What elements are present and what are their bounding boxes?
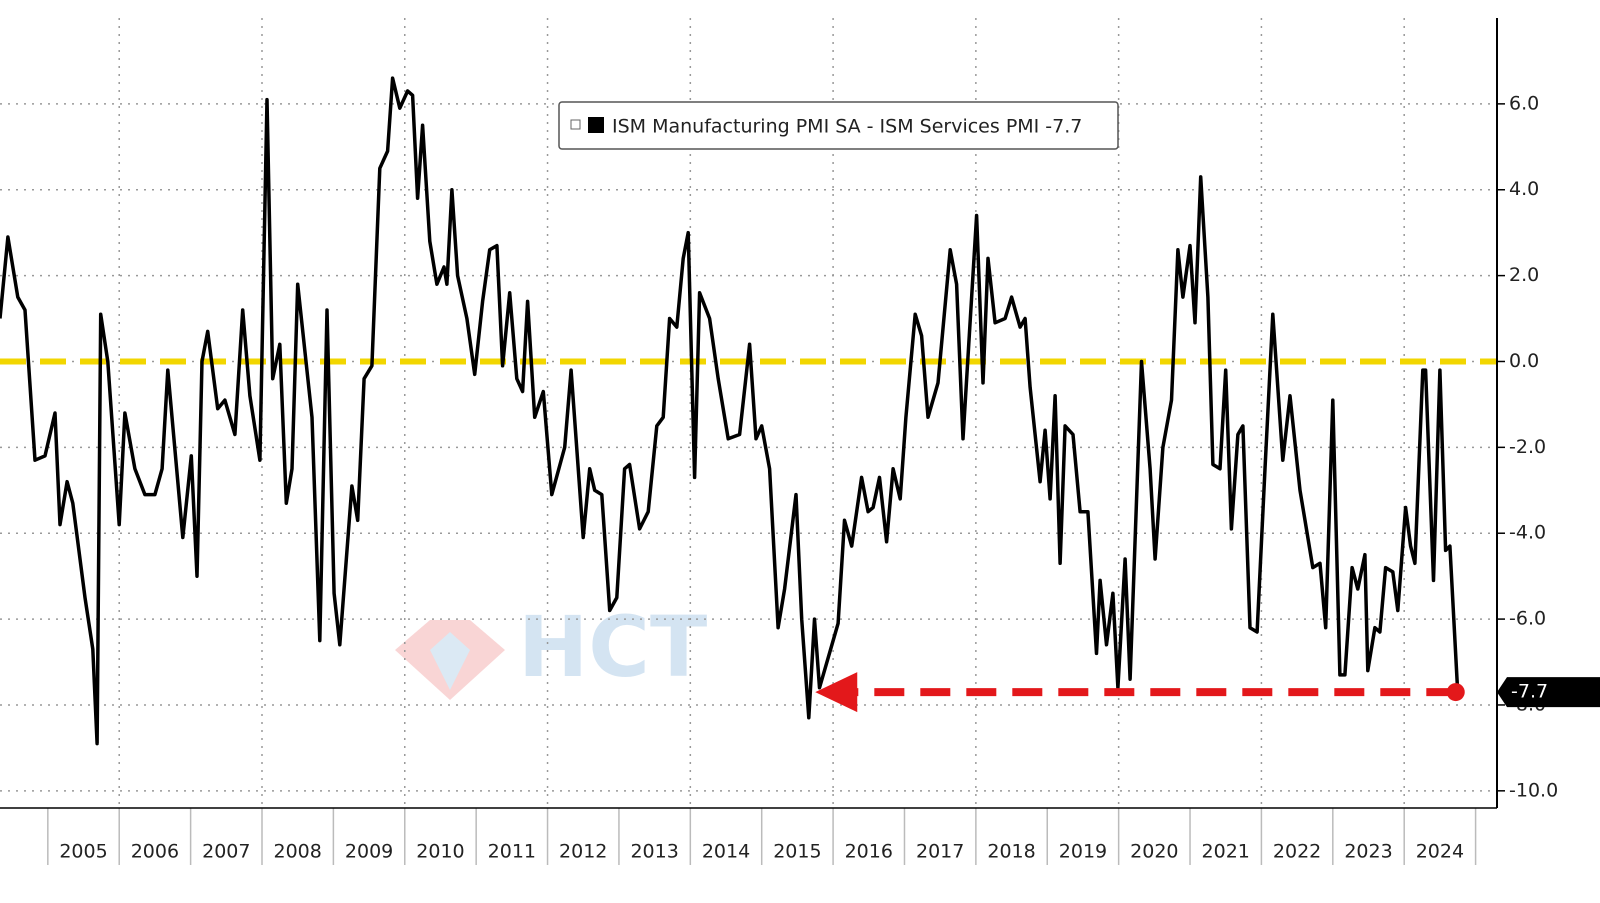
x-tick-label: 2017 [916,841,964,863]
x-tick-label: 2020 [1130,841,1178,863]
x-tick-label: 2009 [345,841,393,863]
y-tick-label: 6.0 [1509,92,1539,114]
x-tick-label: 2019 [1059,841,1107,863]
arrow-head [815,672,858,713]
y-tick-label: -10.0 [1509,779,1558,801]
legend-swatch [588,117,604,133]
data-line [0,76,1460,746]
x-tick-label: 2014 [702,841,750,863]
x-tick-label: 2008 [274,841,322,863]
x-tick-label: 2023 [1344,841,1392,863]
y-tick-label: 4.0 [1509,178,1539,200]
legend: ISM Manufacturing PMI SA - ISM Services … [558,101,1119,150]
last-value-label: -7.7 [1511,681,1548,703]
x-tick-label: 2024 [1416,841,1464,863]
logo-diamond [395,620,505,700]
last-point [1446,683,1465,702]
x-tick-label: 2007 [202,841,250,863]
x-tick-label: 2005 [59,841,107,863]
watermark: HCT [518,598,707,696]
y-tick-label: -4.0 [1509,522,1546,544]
x-tick-label: 2012 [559,841,607,863]
x-tick-label: 2018 [987,841,1035,863]
x-tick-label: 2021 [1202,841,1250,863]
x-tick-label: 2006 [131,841,179,863]
x-tick-label: 2022 [1273,841,1321,863]
legend-label: ISM Manufacturing PMI SA - ISM Services … [612,116,1082,138]
x-tick-label: 2011 [488,841,536,863]
legend-box [558,101,1119,150]
last-value-tag [1497,677,1600,708]
y-tick-label: -2.0 [1509,436,1546,458]
x-tick-label: 2016 [845,841,893,863]
x-tick-label: 2010 [416,841,464,863]
legend-toggle [570,119,581,130]
y-tick-label: 2.0 [1509,264,1539,286]
y-tick-label: 0.0 [1509,350,1539,372]
logo-inner [430,632,470,690]
x-tick-label: 2015 [773,841,821,863]
y-tick-label: -6.0 [1509,608,1546,630]
x-tick-label: 2013 [630,841,678,863]
watermark-logo [395,620,505,700]
